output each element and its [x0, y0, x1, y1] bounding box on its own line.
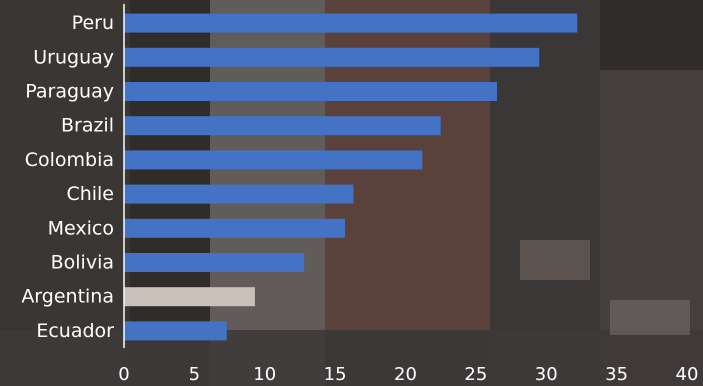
x-tick-label-25: 25	[464, 364, 487, 385]
category-label-brazil: Brazil	[61, 115, 114, 137]
x-tick-label-20: 20	[394, 364, 417, 385]
category-label-mexico: Mexico	[48, 217, 114, 239]
bar-colombia	[124, 150, 423, 170]
category-label-bolivia: Bolivia	[51, 252, 114, 274]
bar-paraguay	[124, 82, 497, 101]
bar-mexico	[124, 218, 345, 238]
category-label-chile: Chile	[66, 183, 114, 205]
category-label-uruguay: Uruguay	[33, 46, 114, 68]
bar-chile	[124, 184, 354, 204]
x-tick-label-35: 35	[605, 364, 628, 385]
bar-ecuador	[124, 321, 227, 341]
x-tick-label-0: 0	[118, 364, 129, 385]
bar-argentina	[124, 287, 255, 307]
x-tick-label-5: 5	[189, 364, 200, 385]
category-label-colombia: Colombia	[25, 149, 114, 171]
category-label-peru: Peru	[72, 12, 114, 34]
category-label-paraguay: Paraguay	[25, 81, 114, 103]
bar-peru	[124, 13, 578, 33]
bar-bolivia	[124, 253, 305, 272]
x-tick-label-30: 30	[535, 364, 558, 385]
category-labels: Peru Uruguay Paraguay Brazil Colombia Chile Me…	[21, 12, 114, 342]
bar-uruguay	[124, 47, 540, 67]
x-tick-label-15: 15	[324, 364, 347, 385]
bar-brazil	[124, 116, 441, 136]
category-label-ecuador: Ecuador	[36, 320, 114, 342]
category-label-argentina: Argentina	[21, 286, 114, 308]
x-tick-label-10: 10	[253, 364, 276, 385]
x-tick-label-40: 40	[676, 364, 699, 385]
bars-layer	[124, 13, 578, 341]
x-axis-ticks: 0 5 10 15 20 25 30 35 40	[118, 364, 698, 385]
